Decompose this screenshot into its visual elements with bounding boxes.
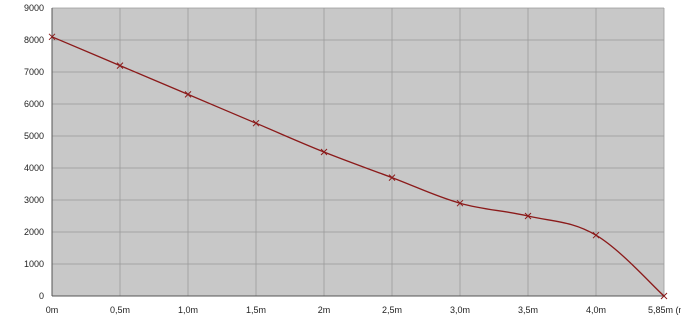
data-point [48,33,56,41]
y-tick-label: 3000 [24,195,44,205]
data-point [524,212,532,220]
y-tick-label: 8000 [24,35,44,45]
y-tick-label: 7000 [24,67,44,77]
x-tick-label: 1,0m [178,305,198,315]
y-tick-label: 0 [39,291,44,301]
data-point [252,119,260,127]
y-tick-label: 1000 [24,259,44,269]
data-point [116,62,124,69]
y-axis-tick-labels: 0 1000 2000 3000 4000 5000 6000 7000 8000 9000 [24,3,44,301]
series [48,33,668,300]
data-point [456,199,464,207]
x-tick-label: 1,5m [246,305,266,315]
axes [51,8,664,297]
y-tick-label: 6000 [24,99,44,109]
x-tick-label: 0m [46,305,59,315]
x-tick-label: 4,0m [586,305,606,315]
x-tick-label: 3,0m [450,305,470,315]
x-axis-tick-labels: 0m 0,5m 1,0m 1,5m 2m 2,5m 3,0m 3,5m 4,0m 5,85m (m… [46,305,681,315]
data-point [320,148,328,156]
plot-area [52,8,664,296]
series-line [51,36,665,297]
y-tick-label: 4000 [24,163,44,173]
x-tick-label: 5,85m (ma [648,305,681,315]
data-point [184,91,192,98]
y-tick-label: 5000 [24,131,44,141]
x-tick-label: 2m [318,305,331,315]
x-tick-label: 3,5m [518,305,538,315]
x-tick-label: 2,5m [382,305,402,315]
y-tick-label: 2000 [24,227,44,237]
data-point [660,292,668,300]
data-point [388,174,396,181]
y-tick-label: 9000 [24,3,44,13]
x-tick-label: 0,5m [110,305,130,315]
data-point [592,231,600,239]
